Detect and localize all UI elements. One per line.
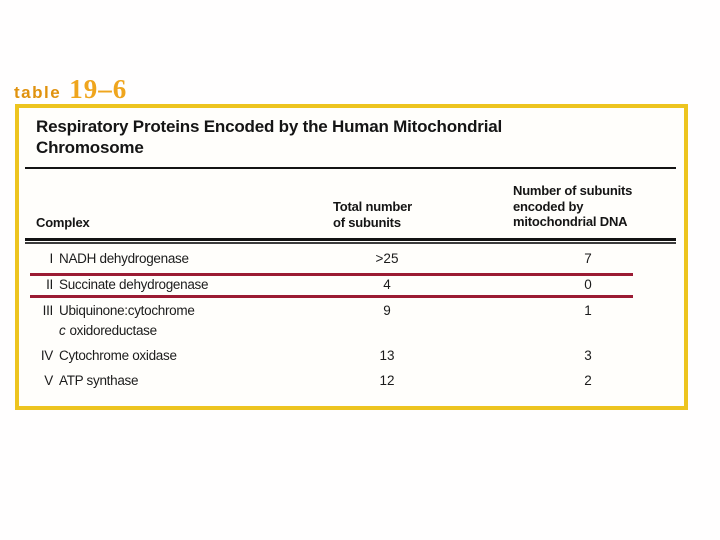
header-rule-heavy [25,238,676,241]
row-complex-name: Ubiquinone:cytochrome [59,303,195,318]
row-encoded-subunits: 3 [584,348,592,363]
row-numeral: IV [40,348,53,363]
row-total-subunits: 13 [379,348,395,363]
column-header-complex: Complex [36,215,90,230]
table-row-complex-i: I NADH dehydrogenase [27,250,189,268]
row-total-subunits: >25 [375,251,399,266]
row-complex-name: NADH dehydrogenase [59,251,189,266]
row-complex-name: Cytochrome oxidase [59,348,177,363]
title-rule [25,167,676,169]
table-title-line2: Chromosome [36,138,144,157]
table-row-complex-iii-line2: c oxidoreductase [59,322,157,340]
row-name-continued: oxidoreductase [69,323,157,338]
header-total-line1: Total number [333,199,412,214]
table-row-complex-iv: IV Cytochrome oxidase [27,347,177,365]
highlight-rule-top [30,273,633,276]
header-rule-light [25,242,676,244]
table-label-number: 19–6 [69,74,128,104]
row-numeral: II [46,277,53,292]
table-box: Respiratory Proteins Encoded by the Huma… [15,104,688,410]
header-encoded-line1: Number of subunits [513,183,633,198]
row-numeral: V [44,373,53,388]
table-row-complex-ii: II Succinate dehydrogenase [27,276,208,294]
column-header-total-subunits: Total number of subunits [333,199,412,230]
row-numeral: III [42,303,54,318]
row-numeral: I [49,251,54,266]
row-encoded-subunits: 7 [584,251,592,266]
highlight-rule-bottom [30,295,633,298]
table-title-line1: Respiratory Proteins Encoded by the Huma… [36,117,503,136]
header-encoded-line2: encoded by [513,198,584,214]
table-title: Respiratory Proteins Encoded by the Huma… [36,116,616,157]
row-encoded-subunits: 2 [584,373,592,388]
table-row-complex-iii: III Ubiquinone:cytochrome [27,302,195,320]
header-total-line2: of subunits [333,214,401,230]
table-label: table 19–6 [14,74,127,105]
column-header-encoded-subunits: Number of subunits encoded by mitochondr… [513,183,632,230]
table-label-word: table [14,83,62,102]
row-total-subunits: 9 [383,303,391,318]
row-encoded-subunits: 1 [584,303,592,318]
header-encoded-line3: mitochondrial DNA [513,214,628,229]
row-complex-name: Succinate dehydrogenase [59,277,209,292]
row-total-subunits: 4 [383,277,391,292]
row-name-italic-c: c [59,323,66,338]
row-encoded-subunits: 0 [584,277,592,292]
row-complex-name: ATP synthase [59,373,139,388]
row-total-subunits: 12 [379,373,395,388]
table-row-complex-v: V ATP synthase [27,372,138,390]
